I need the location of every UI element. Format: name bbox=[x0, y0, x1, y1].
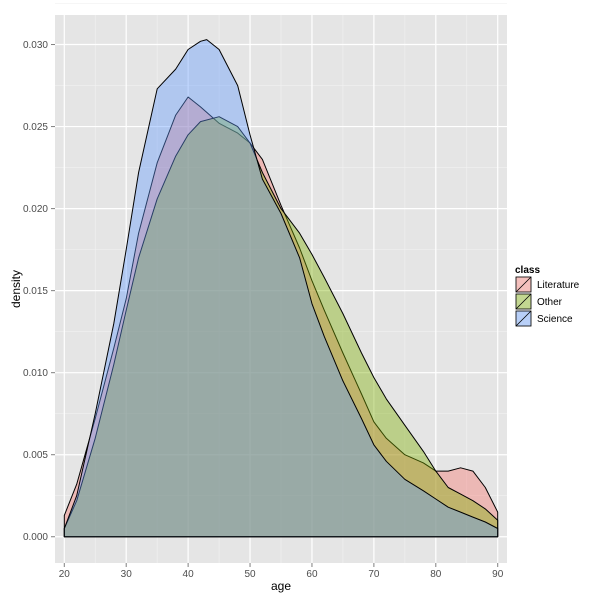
legend-title: class bbox=[515, 265, 540, 276]
legend-key-slash bbox=[515, 293, 532, 310]
legend-item-science: Science bbox=[514, 309, 573, 328]
x-tick-label: 20 bbox=[59, 569, 71, 580]
legend-key-slash bbox=[515, 310, 532, 327]
x-tick-label: 30 bbox=[121, 569, 133, 580]
legend: class Literature Other Science bbox=[514, 265, 580, 328]
y-axis-ticks: 0.000 0.005 0.010 0.015 0.020 0.025 0.030 bbox=[23, 40, 55, 543]
legend-label: Other bbox=[537, 297, 563, 308]
x-tick-label: 70 bbox=[368, 569, 380, 580]
y-axis-label: density bbox=[9, 270, 23, 308]
x-axis-ticks: 20 30 40 50 60 70 80 90 bbox=[59, 563, 504, 580]
y-tick-label: 0.000 bbox=[23, 532, 48, 543]
legend-item-literature: Literature bbox=[514, 275, 580, 294]
y-tick-label: 0.015 bbox=[23, 286, 48, 297]
density-area-literature bbox=[63, 96, 499, 538]
legend-key-slash bbox=[515, 276, 532, 293]
legend-label: Science bbox=[537, 314, 573, 325]
x-tick-label: 60 bbox=[306, 569, 318, 580]
legend-item-other: Other bbox=[514, 292, 563, 311]
y-tick-label: 0.030 bbox=[23, 40, 48, 51]
x-tick-label: 40 bbox=[183, 569, 195, 580]
x-tick-label: 80 bbox=[430, 569, 442, 580]
density-area-science bbox=[63, 39, 499, 538]
y-tick-label: 0.010 bbox=[23, 368, 48, 379]
x-axis-label: age bbox=[271, 579, 291, 593]
legend-label: Literature bbox=[537, 280, 580, 291]
legend-items: Literature Other Science bbox=[514, 275, 580, 328]
density-area-other bbox=[63, 116, 499, 538]
x-tick-label: 50 bbox=[244, 569, 256, 580]
y-tick-label: 0.025 bbox=[23, 122, 48, 133]
y-tick-label: 0.020 bbox=[23, 204, 48, 215]
density-areas bbox=[63, 39, 499, 538]
y-tick-label: 0.005 bbox=[23, 450, 48, 461]
x-tick-label: 90 bbox=[492, 569, 504, 580]
